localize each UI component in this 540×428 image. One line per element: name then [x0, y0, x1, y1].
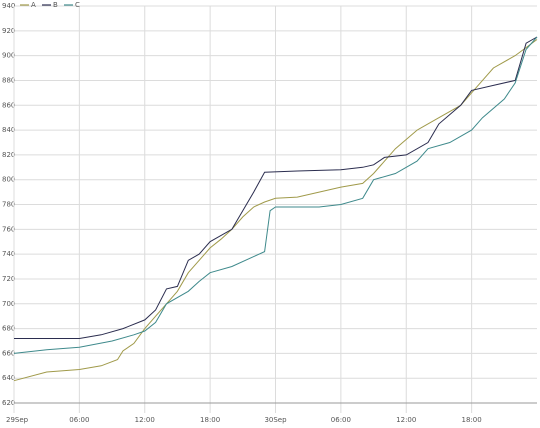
y-tick-label: 680	[2, 325, 15, 333]
y-tick-label: 880	[2, 76, 15, 84]
legend-label: B	[53, 1, 58, 9]
x-tick-label: 18:00	[462, 416, 482, 424]
y-tick-label: 940	[2, 2, 15, 10]
y-tick-label: 700	[2, 300, 15, 308]
y-tick-label: 860	[2, 101, 15, 109]
y-tick-label: 800	[2, 176, 15, 184]
x-tick-label: 12:00	[396, 416, 416, 424]
x-tick-label: 06:00	[331, 416, 351, 424]
series-line	[14, 36, 538, 339]
y-tick-label: 840	[2, 126, 15, 134]
y-tick-label: 760	[2, 225, 15, 233]
x-tick-label: 12:00	[135, 416, 155, 424]
series-line	[13, 36, 538, 354]
x-tick-label: 06:00	[69, 416, 89, 424]
y-tick-label: 920	[2, 27, 15, 35]
series-line	[13, 39, 538, 382]
y-tick-label: 620	[2, 399, 15, 407]
y-tick-label: 660	[2, 349, 15, 357]
legend-label: A	[31, 1, 36, 9]
legend-label: C	[75, 1, 80, 9]
x-tick-label: 30Sep	[264, 416, 287, 424]
x-tick-label: 18:00	[200, 416, 220, 424]
y-tick-label: 900	[2, 52, 15, 60]
y-tick-label: 740	[2, 250, 15, 258]
x-tick-label: 29Sep	[6, 416, 29, 424]
y-tick-label: 820	[2, 151, 15, 159]
y-tick-label: 640	[2, 374, 15, 382]
y-tick-label: 720	[2, 275, 15, 283]
y-tick-label: 780	[2, 201, 15, 209]
